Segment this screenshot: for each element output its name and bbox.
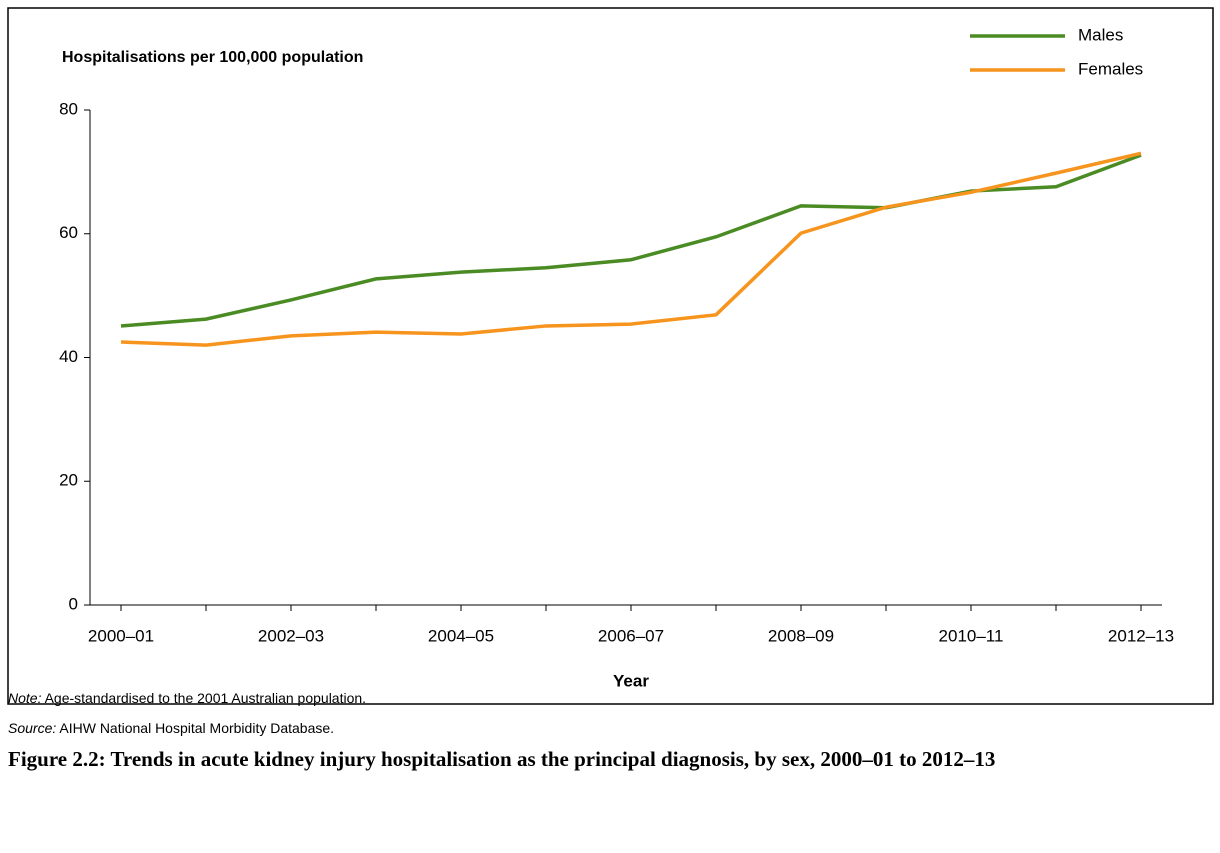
y-tick-label: 0	[69, 594, 78, 613]
chart: Hospitalisations per 100,000 population …	[7, 7, 1214, 705]
y-tick-label: 80	[59, 99, 78, 118]
x-tick-label: 2012–13	[1108, 626, 1174, 645]
series-line	[120, 153, 1142, 328]
y-tick-label: 40	[59, 347, 78, 366]
x-tick-label: 2006–07	[598, 626, 664, 645]
x-tick-label: 2000–01	[88, 626, 154, 645]
caption: Figure 2.2: Trends in acute kidney injur…	[8, 747, 996, 771]
source-label: Source:	[8, 720, 57, 736]
x-tick-label: 2004–05	[428, 626, 494, 645]
x-tick-label: 2008–09	[768, 626, 834, 645]
note: Note: Age-standardised to the 2001 Austr…	[8, 690, 366, 706]
x-tick-label: 2002–03	[258, 626, 324, 645]
note-text: Age-standardised to the 2001 Australian …	[44, 690, 367, 706]
legend-label: Females	[1078, 59, 1143, 78]
y-tick-label: 60	[59, 223, 78, 242]
x-tick-label: 2010–11	[939, 626, 1004, 645]
y-tick-label: 20	[59, 471, 78, 490]
source-text: AIHW National Hospital Morbidity Databas…	[59, 720, 335, 736]
x-axis-title: Year	[613, 671, 649, 690]
y-axis-title: Hospitalisations per 100,000 population	[62, 49, 363, 66]
source: Source: AIHW National Hospital Morbidity…	[8, 720, 334, 736]
chart-border	[7, 7, 1214, 705]
note-label: Note:	[8, 690, 42, 706]
legend-label: Males	[1078, 25, 1123, 44]
series-line	[120, 151, 1142, 347]
